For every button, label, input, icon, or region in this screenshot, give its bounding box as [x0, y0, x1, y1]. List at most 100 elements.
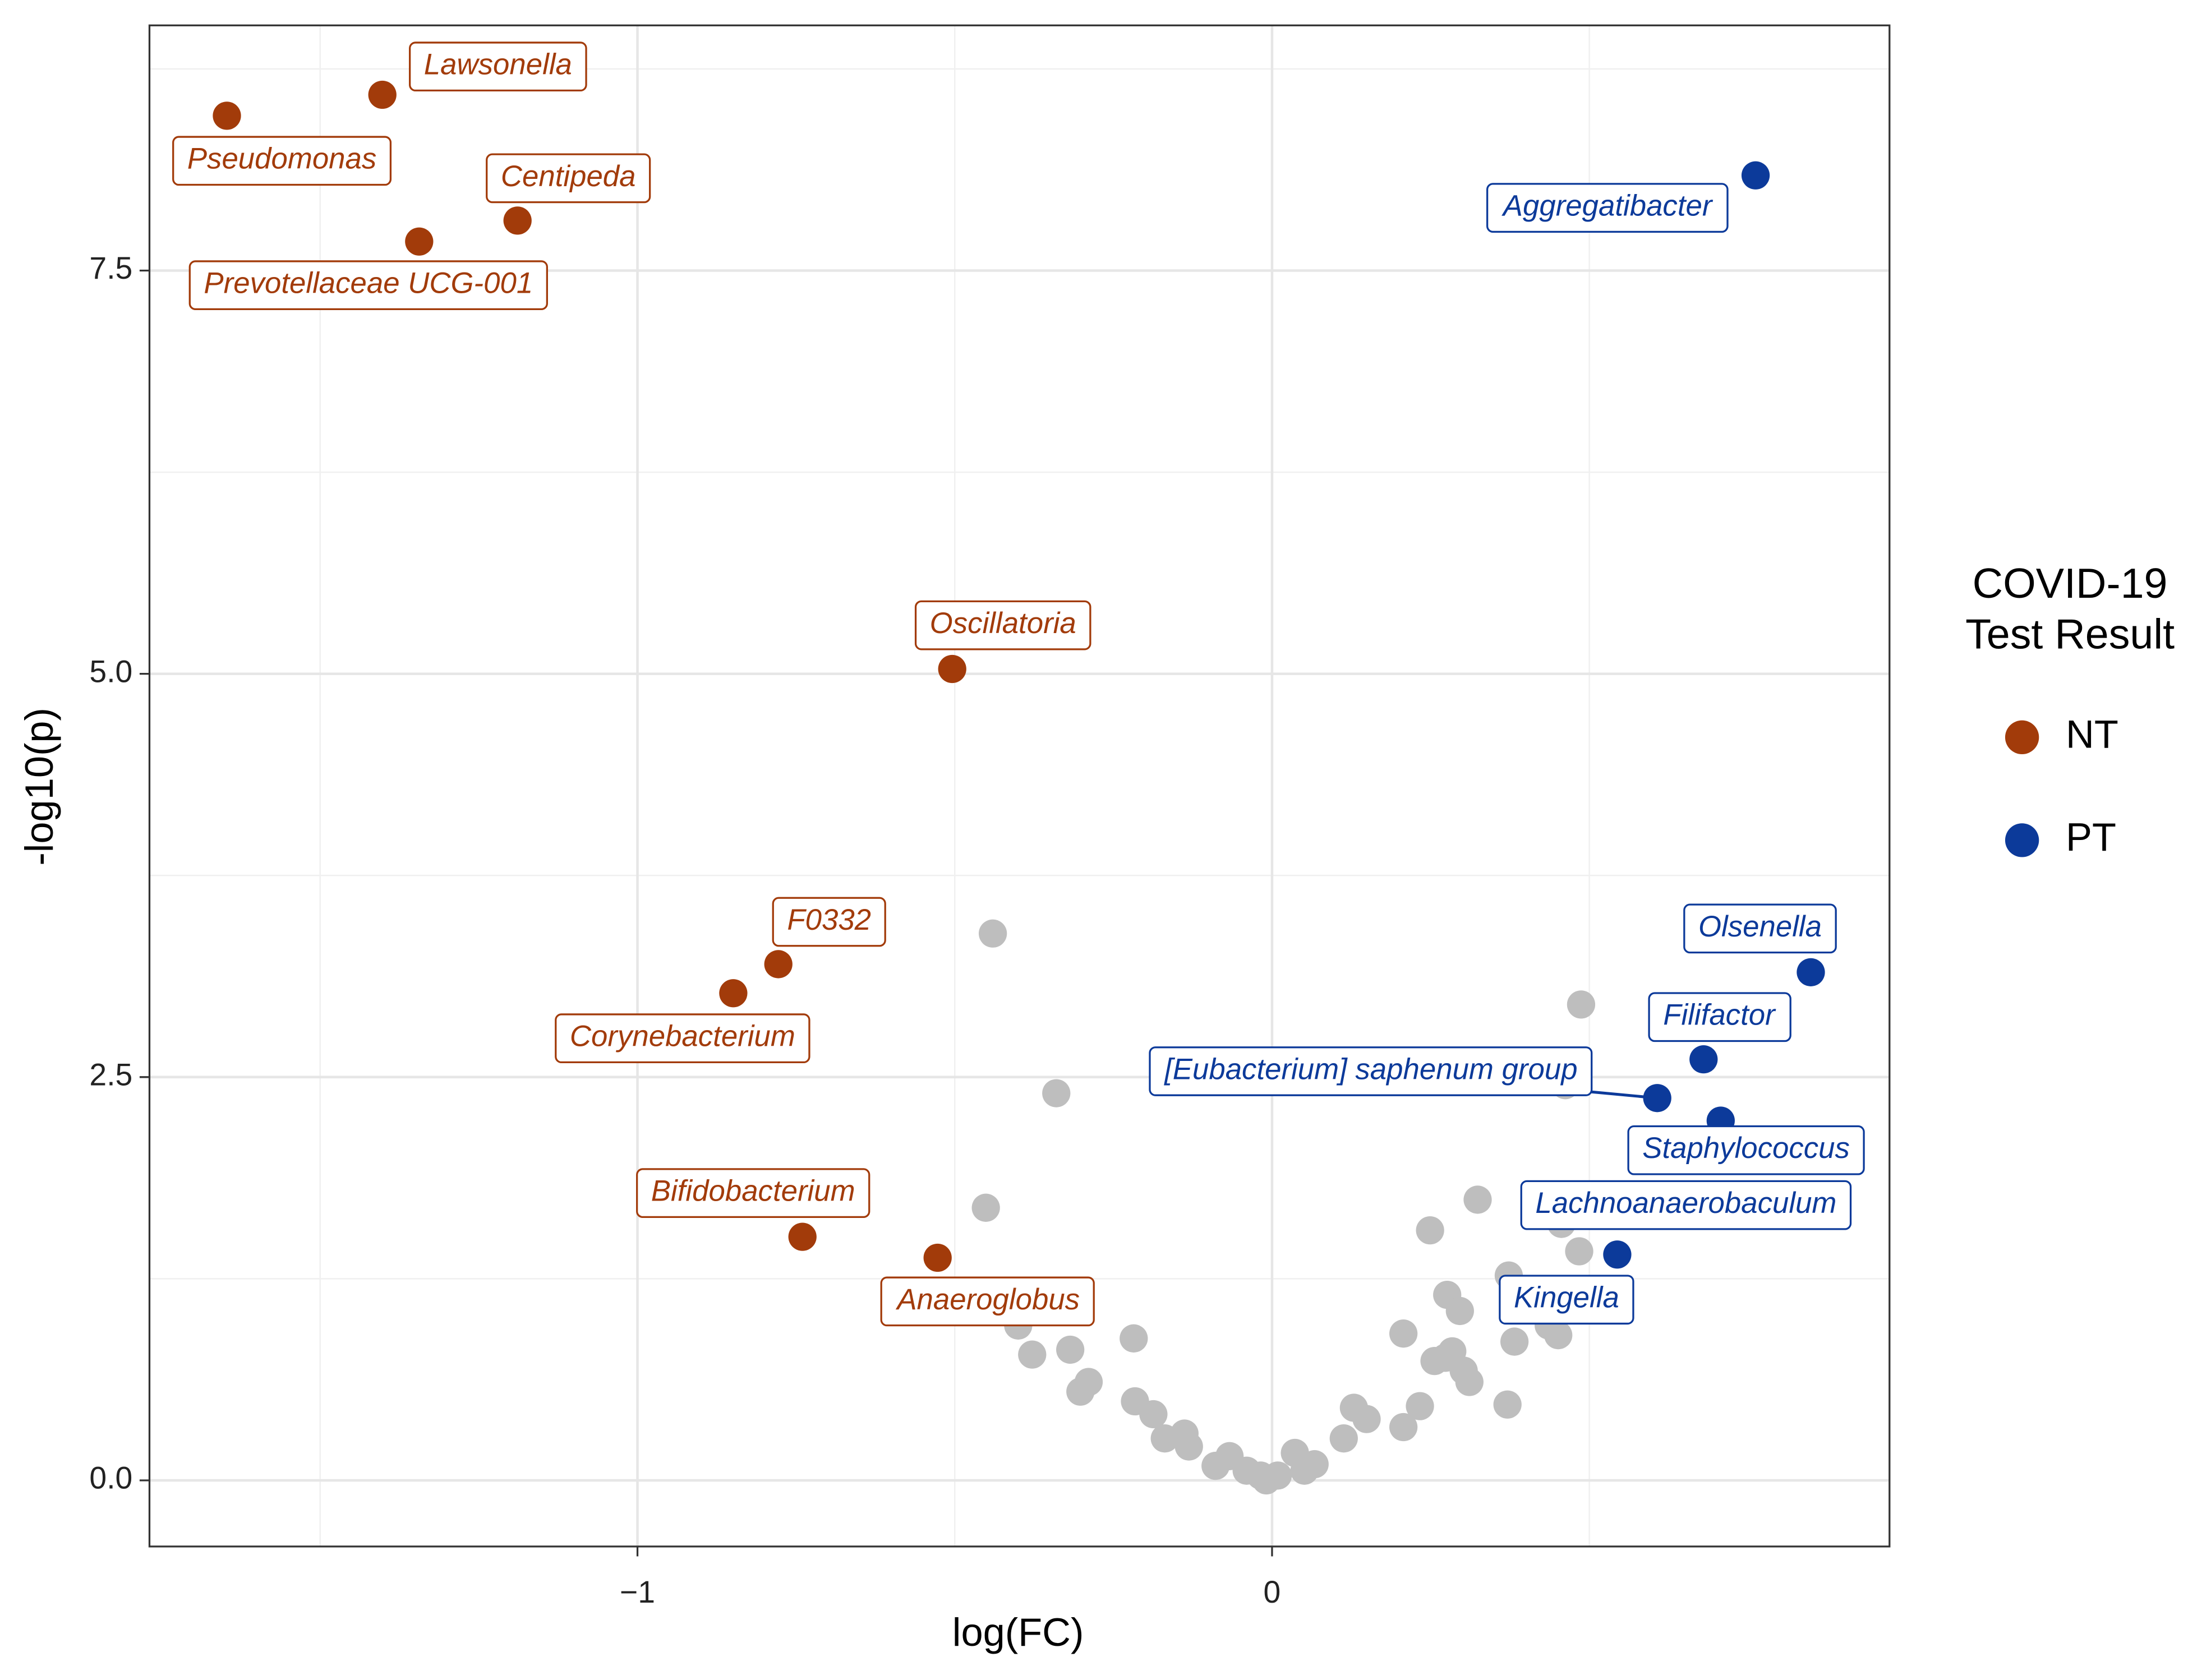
x-tick-label: 0 — [1264, 1575, 1281, 1609]
point — [1741, 161, 1770, 190]
label-box — [486, 153, 651, 204]
label-box — [1627, 1125, 1865, 1175]
point-label: Aggregatibacter — [1486, 183, 1729, 233]
label-box — [1486, 183, 1729, 233]
legend-label: PT — [2066, 815, 2116, 859]
point-label: Oscillatoria — [914, 600, 1091, 650]
point-label: Lachnoanaerobaculum — [1520, 1180, 1852, 1230]
point-label: Kingella — [1499, 1275, 1634, 1325]
label-text: Pseudomonas — [187, 142, 376, 176]
point-label: Anaeroglobus — [880, 1276, 1095, 1327]
point-label: Staphylococcus — [1627, 1125, 1865, 1175]
label-text: Centipeda — [501, 160, 636, 193]
label-box — [772, 897, 886, 947]
label-box — [1648, 992, 1791, 1042]
point-label: F0332 — [772, 897, 886, 947]
point — [938, 654, 966, 684]
label-box — [1499, 1275, 1634, 1325]
y-tick-label: 0.0 — [89, 1461, 132, 1496]
point — [1463, 1185, 1492, 1214]
point-label: Prevotellaceae UCG-001 — [188, 260, 548, 311]
label-text: Olsenella — [1698, 910, 1822, 943]
label-text: Anaeroglobus — [895, 1283, 1080, 1316]
point — [1500, 1327, 1529, 1356]
point — [1066, 1377, 1095, 1406]
label-box — [188, 260, 548, 311]
point-label: Lawsonella — [409, 41, 587, 92]
point — [503, 206, 532, 235]
label-text: Corynebacterium — [570, 1020, 795, 1053]
label-box — [555, 1013, 810, 1064]
point-label: Filifactor — [1648, 992, 1791, 1042]
label-box — [880, 1276, 1095, 1327]
point — [1300, 1450, 1329, 1479]
label-text: Prevotellaceae UCG-001 — [204, 267, 533, 300]
point — [923, 1243, 952, 1272]
point — [1565, 1237, 1593, 1266]
y-tick-label: 2.5 — [89, 1057, 132, 1092]
point — [1689, 1045, 1718, 1074]
point-label: Bifidobacterium — [636, 1168, 870, 1219]
y-tick-label: 5.0 — [89, 654, 132, 689]
label-text: Kingella — [1514, 1281, 1619, 1314]
label-text: F0332 — [787, 903, 871, 936]
legend-key — [2005, 823, 2039, 857]
point — [1455, 1368, 1484, 1396]
point — [1056, 1335, 1085, 1364]
legend-title: Test Result — [1965, 610, 2175, 657]
point — [1174, 1432, 1203, 1461]
label-text: Aggregatibacter — [1501, 190, 1713, 223]
point — [1263, 1461, 1292, 1490]
label-box — [1149, 1046, 1593, 1096]
label-box — [636, 1168, 870, 1219]
point-label: Centipeda — [486, 153, 651, 204]
legend-label: NT — [2066, 712, 2118, 756]
y-tick-label: 7.5 — [89, 251, 132, 285]
label-text: Lachnoanaerobaculum — [1535, 1187, 1836, 1220]
x-tick-label: −1 — [620, 1575, 655, 1609]
point — [1603, 1240, 1632, 1269]
point — [1352, 1405, 1381, 1433]
x-axis-label: log(FC) — [952, 1610, 1084, 1654]
point — [1389, 1413, 1418, 1442]
point-label: [Eubacterium] saphenum group — [1149, 1046, 1657, 1100]
point — [213, 101, 241, 130]
point — [1389, 1319, 1418, 1348]
label-box — [409, 41, 587, 92]
point — [1445, 1296, 1474, 1326]
point — [1042, 1079, 1071, 1107]
point — [788, 1222, 817, 1251]
label-text: [Eubacterium] saphenum group — [1164, 1053, 1577, 1086]
label-box — [1683, 903, 1837, 954]
point — [1018, 1340, 1047, 1369]
point — [1416, 1216, 1444, 1245]
label-text: Staphylococcus — [1642, 1132, 1850, 1165]
legend-title: COVID-19 — [1973, 560, 2168, 607]
labels: Pseudomonas Lawsonella Centipeda Prevotella… — [172, 41, 1865, 1327]
point-label: Olsenella — [1683, 903, 1837, 954]
label-text: Lawsonella — [424, 48, 572, 81]
label-text: Oscillatoria — [930, 607, 1076, 640]
point — [719, 979, 748, 1008]
point — [1797, 958, 1825, 986]
point — [368, 80, 397, 109]
label-text: Filifactor — [1663, 999, 1776, 1032]
point-label: Corynebacterium — [555, 1013, 810, 1064]
point — [1329, 1424, 1358, 1453]
point — [971, 1193, 1000, 1222]
legend: NT PT — [2005, 712, 2118, 859]
point — [1120, 1324, 1148, 1353]
point — [764, 950, 793, 979]
y-axis-label: -log10(p) — [17, 708, 61, 866]
point-label: Pseudomonas — [172, 136, 392, 186]
label-box — [914, 600, 1091, 650]
plot-border — [148, 24, 1891, 1548]
point — [1406, 1392, 1434, 1420]
point — [405, 227, 434, 256]
label-box — [172, 136, 392, 186]
label-text: Bifidobacterium — [651, 1175, 855, 1208]
grid — [149, 25, 1890, 1547]
